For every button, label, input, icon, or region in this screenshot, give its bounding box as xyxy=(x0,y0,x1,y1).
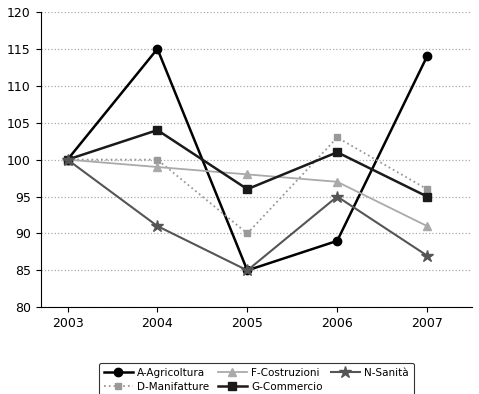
Legend: A-Agricoltura, D-Manifatture, F-Costruzioni, G-Commercio, N-Sanità: A-Agricoltura, D-Manifatture, F-Costruzi… xyxy=(99,363,414,394)
